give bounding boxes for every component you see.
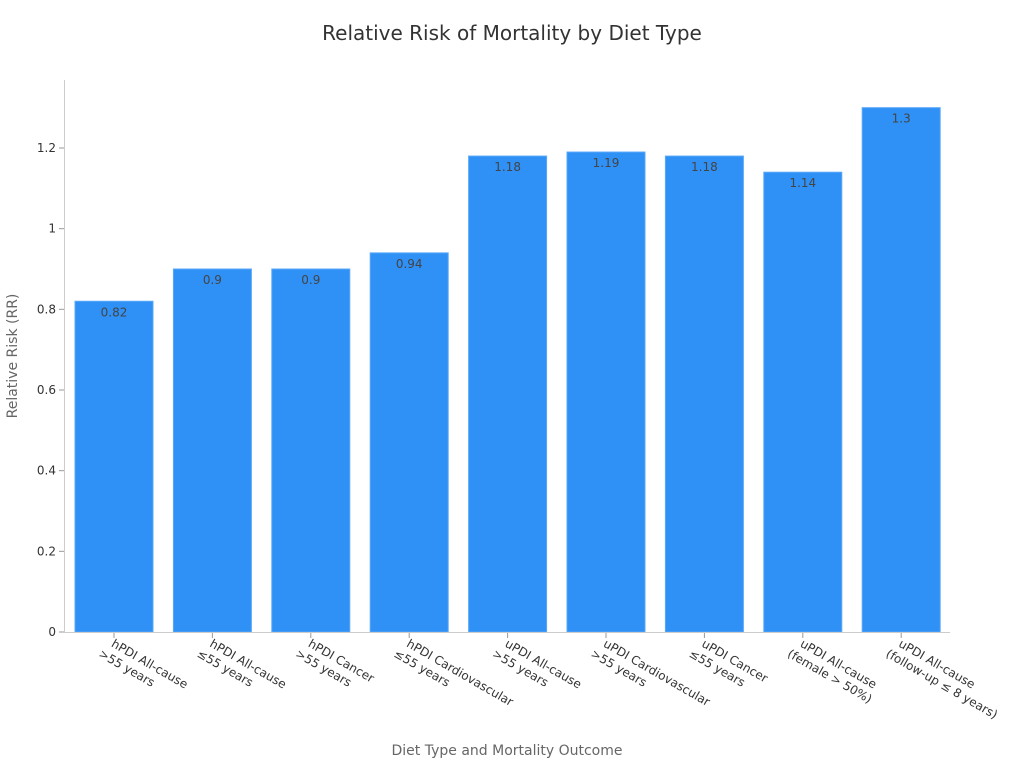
x-axis: hPDI All-cause>55 years hPDI All-cause≤55… — [64, 632, 1001, 722]
bar-value-label: 0.9 — [203, 273, 222, 287]
bar[interactable] — [172, 268, 252, 633]
bar[interactable] — [369, 252, 449, 633]
x-tick-label: hPDI All-cause>55 years — [96, 636, 190, 691]
x-axis-label: Diet Type and Mortality Outcome — [392, 743, 623, 759]
bar-value-label: 1.14 — [789, 176, 816, 190]
chart-title: Relative Risk of Mortality by Diet Type — [322, 21, 702, 45]
bar[interactable] — [271, 268, 351, 633]
x-tick-label: hPDI Cancer>55 years — [293, 636, 377, 689]
bar-value-label: 0.82 — [101, 305, 128, 319]
bar-value-label: 0.9 — [301, 273, 320, 287]
y-axis-label: Relative Risk (RR) — [5, 294, 21, 419]
bar[interactable] — [74, 300, 154, 633]
y-ticks: 0 0.2 0.4 0.6 0.8 1 1.2 — [37, 141, 64, 639]
bar[interactable] — [861, 107, 941, 633]
x-tick-label: hPDI All-cause≤55 years — [195, 636, 289, 691]
y-tick-label: 0.2 — [37, 544, 56, 558]
y-tick-label: 0 — [48, 625, 56, 639]
bar-value-label: 1.18 — [691, 160, 718, 174]
y-tick-label: 0.8 — [37, 302, 56, 316]
bar-value-label: 0.94 — [396, 257, 423, 271]
bar-value-label: 1.3 — [892, 112, 911, 126]
bar-value-label: 1.19 — [593, 156, 620, 170]
y-axis: 0 0.2 0.4 0.6 0.8 1 1.2 — [37, 80, 65, 639]
y-tick-label: 0.4 — [37, 464, 56, 478]
bars: 0.82 0.9 0.9 0.94 1.18 1.19 1.18 1.14 1.3 — [74, 107, 941, 633]
y-tick-label: 1 — [48, 222, 56, 236]
bar[interactable] — [763, 171, 843, 633]
bar[interactable] — [664, 155, 744, 633]
bar[interactable] — [468, 155, 548, 633]
bar[interactable] — [566, 151, 646, 633]
x-tick-label: uPDI All-cause(female > 50%) — [785, 636, 879, 706]
bar-value-label: 1.18 — [494, 160, 521, 174]
x-tick-label: uPDI All-cause(follow-up ≤ 8 years) — [884, 636, 1001, 721]
y-tick-label: 0.6 — [37, 383, 56, 397]
x-ticks: hPDI All-cause>55 years hPDI All-cause≤55… — [96, 633, 1001, 722]
y-tick-label: 1.2 — [37, 141, 56, 155]
